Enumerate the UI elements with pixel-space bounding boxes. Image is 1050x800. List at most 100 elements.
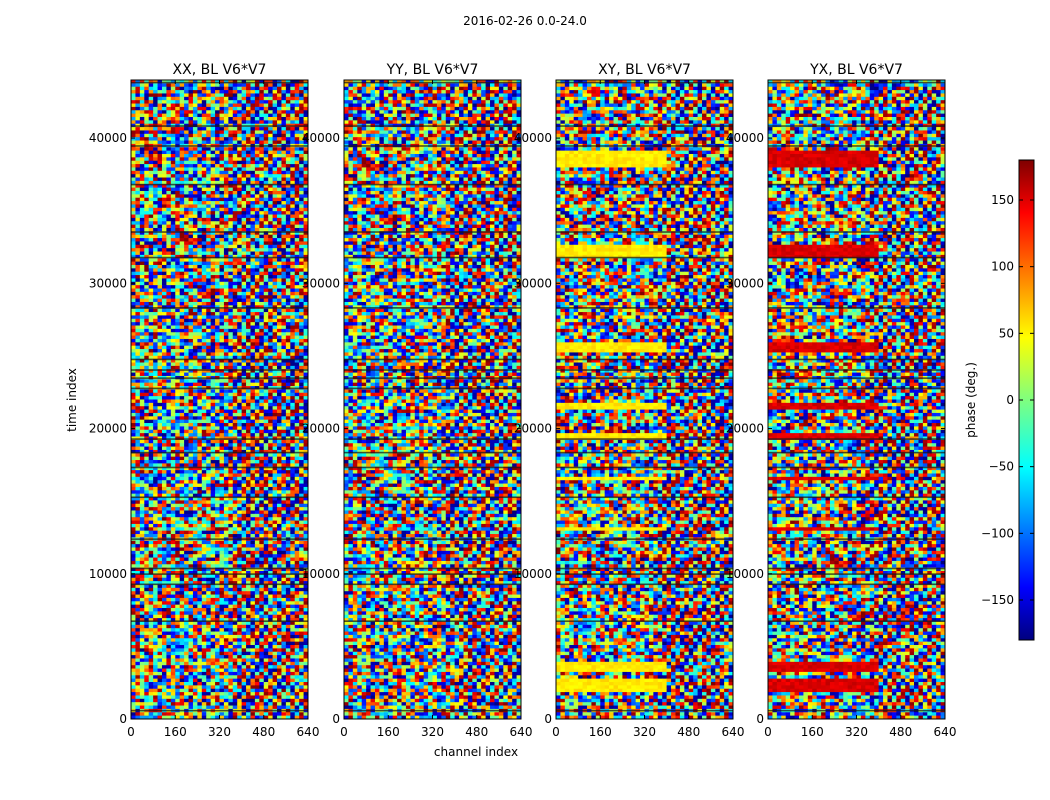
flag-separator — [556, 388, 733, 390]
flag-separator — [131, 388, 308, 390]
flag-separator — [344, 257, 521, 259]
flag-separator — [768, 438, 945, 440]
flag-separator — [344, 568, 521, 570]
colorbar-tick-label: 0 — [1006, 393, 1014, 407]
flag-separator — [556, 369, 733, 371]
flag-separator — [344, 452, 521, 454]
x-tick-label: 640 — [934, 725, 957, 739]
flag-separator — [344, 184, 521, 186]
flag-separator — [556, 377, 733, 379]
y-tick-label: 40000 — [89, 131, 127, 145]
panel-title: YY, BL V6*V7 — [386, 62, 479, 78]
flag-separator — [768, 467, 945, 469]
flag-separator — [131, 184, 308, 186]
flag-separator — [131, 573, 308, 575]
x-tick-label: 0 — [764, 725, 772, 739]
heatmap-image — [768, 80, 945, 719]
flag-separator — [344, 584, 521, 586]
panel-1: XX, BL V6*V70 160 320 480 640010000200003000… — [89, 62, 320, 739]
y-tick-label: 20000 — [89, 422, 127, 436]
panel-4: YX, BL V6*V70 160 320 480 640010000200003000… — [726, 62, 957, 739]
flag-separator — [768, 568, 945, 570]
colorbar-tick-label: −50 — [989, 460, 1014, 474]
x-tick-label: 480 — [465, 725, 488, 739]
x-tick-label: 640 — [722, 725, 745, 739]
y-tick-label: 30000 — [726, 276, 764, 290]
flag-separator — [131, 231, 308, 233]
panel-title: YX, BL V6*V7 — [809, 62, 903, 78]
flag-separator — [556, 584, 733, 586]
x-tick-label: 320 — [421, 725, 444, 739]
flag-separator — [556, 307, 733, 309]
flag-separator — [131, 452, 308, 454]
flag-separator — [131, 257, 308, 259]
colorbar-tick-label: 150 — [991, 193, 1014, 207]
flag-separator — [556, 573, 733, 575]
x-tick-label: 320 — [845, 725, 868, 739]
flag-separator — [556, 452, 733, 454]
heatmap-image — [344, 80, 521, 719]
y-tick-label: 10000 — [302, 567, 340, 581]
x-tick-label: 480 — [889, 725, 912, 739]
y-tick-label: 10000 — [89, 567, 127, 581]
flag-separator — [344, 359, 521, 361]
y-tick-label: 10000 — [726, 567, 764, 581]
x-tick-label: 160 — [377, 725, 400, 739]
y-axis-label: time index — [65, 368, 79, 432]
flag-separator — [768, 145, 945, 147]
flag-separator — [131, 125, 308, 127]
panel-2: YY, BL V6*V70 160 320 480 640010000200003000… — [302, 62, 533, 739]
flag-separator — [131, 438, 308, 440]
flag-separator — [131, 710, 308, 712]
y-tick-label: 0 — [756, 712, 764, 726]
y-tick-label: 10000 — [514, 567, 552, 581]
y-tick-label: 20000 — [302, 422, 340, 436]
x-tick-label: 640 — [297, 725, 320, 739]
flag-separator — [556, 538, 733, 540]
y-tick-label: 40000 — [514, 131, 552, 145]
y-tick-label: 20000 — [726, 422, 764, 436]
flag-separator — [344, 145, 521, 147]
flag-separator — [556, 231, 733, 233]
x-tick-label: 320 — [208, 725, 231, 739]
x-tick-label: 320 — [633, 725, 656, 739]
flag-separator — [556, 710, 733, 712]
figure-canvas: XX, BL V6*V70 160 320 480 640010000200003000… — [0, 0, 1050, 800]
flag-separator — [768, 388, 945, 390]
flag-separator — [768, 184, 945, 186]
flag-separator — [768, 377, 945, 379]
flag-separator — [131, 307, 308, 309]
flag-separator — [556, 257, 733, 259]
flag-separator — [344, 620, 521, 622]
y-tick-label: 0 — [544, 712, 552, 726]
flag-separator — [556, 145, 733, 147]
flag-separator — [768, 369, 945, 371]
y-tick-label: 30000 — [302, 276, 340, 290]
flag-separator — [768, 359, 945, 361]
panel-title: XY, BL V6*V7 — [598, 62, 691, 78]
colorbar-tick-label: 100 — [991, 260, 1014, 274]
flag-separator — [556, 184, 733, 186]
colorbar-tick-label: −150 — [981, 593, 1014, 607]
y-tick-label: 40000 — [302, 131, 340, 145]
heatmap-image — [131, 80, 308, 719]
y-tick-label: 30000 — [514, 276, 552, 290]
x-tick-label: 160 — [164, 725, 187, 739]
flag-separator — [344, 538, 521, 540]
flag-separator — [131, 496, 308, 498]
flag-separator — [556, 125, 733, 127]
flag-separator — [556, 467, 733, 469]
flag-separator — [768, 710, 945, 712]
x-tick-label: 640 — [510, 725, 533, 739]
flag-separator — [344, 496, 521, 498]
flag-separator — [556, 438, 733, 440]
colorbar-tick-label: 50 — [999, 326, 1014, 340]
flag-separator — [768, 620, 945, 622]
flag-separator — [344, 125, 521, 127]
flag-separator — [344, 377, 521, 379]
x-tick-label: 0 — [552, 725, 560, 739]
flag-separator — [344, 231, 521, 233]
flag-separator — [131, 359, 308, 361]
heatmap-image — [556, 80, 733, 719]
